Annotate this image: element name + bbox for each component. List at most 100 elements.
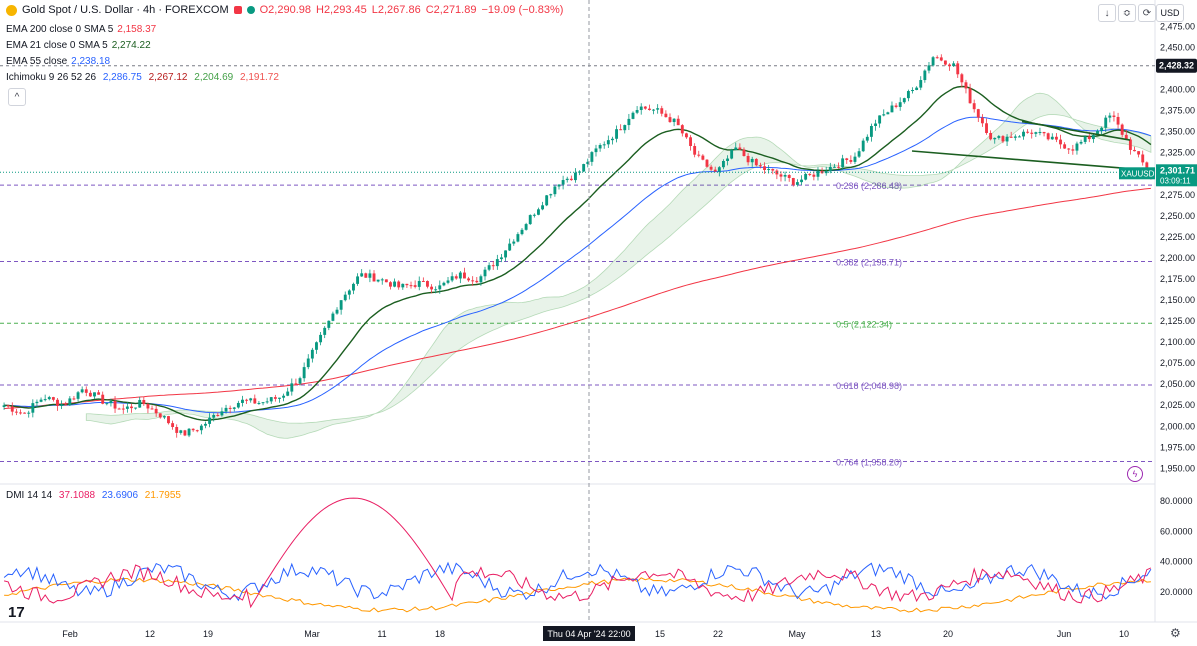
candle-body (1120, 124, 1124, 135)
candle-body (323, 327, 327, 335)
candle-body (890, 105, 894, 113)
candle-body (216, 414, 220, 416)
candle-body (993, 137, 997, 140)
currency-button[interactable]: USD (1156, 4, 1184, 22)
candle-body (1001, 136, 1005, 142)
candle-body (224, 407, 228, 412)
legend-ichimoku[interactable]: Ichimoku 9 26 52 26 2,286.75 2,267.12 2,… (6, 71, 283, 85)
x-tick-label: 10 (1119, 629, 1129, 639)
candle-body (767, 169, 771, 171)
symbol-header: Gold Spot / U.S. Dollar · 4h · FOREXCOM … (6, 4, 563, 16)
live-dot-icon (246, 6, 255, 14)
ema200-line (4, 187, 1151, 410)
ichimoku-v2: 2,267.12 (148, 72, 188, 83)
candle-body (154, 408, 158, 414)
candle-body (187, 428, 191, 436)
trendline-upper (1021, 120, 1131, 141)
candle-body (668, 117, 672, 123)
candle-body (639, 106, 643, 111)
candle-body (500, 257, 503, 260)
ichimoku-label: Ichimoku 9 26 52 26 (6, 72, 97, 83)
candle-body (586, 161, 590, 165)
candle-body (882, 114, 886, 116)
candle-body (47, 397, 51, 400)
ohlc-change: −19.09 (−0.83%) (481, 4, 564, 16)
candle-body (60, 404, 64, 406)
candle-body (43, 399, 47, 401)
collapse-legend-button[interactable]: ^ (8, 88, 26, 106)
candle-body (417, 280, 421, 287)
x-tick-label: Mar (304, 629, 320, 639)
candle-body (158, 413, 162, 418)
dmi-plus-line (3, 561, 1152, 602)
settings-icon[interactable]: ≎ (1118, 4, 1136, 22)
candle-body (228, 407, 232, 409)
candle-body (1005, 136, 1009, 142)
symbol-title[interactable]: Gold Spot / U.S. Dollar · 4h · FOREXCOM (22, 4, 229, 16)
candle-body (368, 273, 372, 278)
legend-ema200[interactable]: EMA 200 close 0 SMA 5 2,158.37 (6, 23, 160, 37)
legend-dmi[interactable]: DMI 14 14 37.1088 23.6906 21.7955 (6, 489, 185, 503)
legend-ema55[interactable]: EMA 55 close 2,238.18 (6, 55, 114, 69)
candle-body (730, 149, 734, 159)
candle-body (241, 399, 244, 403)
candle-body (430, 286, 434, 290)
candle-body (483, 269, 487, 277)
candle-body (105, 403, 109, 405)
candle-body (849, 160, 853, 162)
fib-level-label: 0.236 (2,286.48) (836, 181, 902, 191)
candle-body (88, 392, 92, 397)
candle-body (758, 165, 762, 167)
alert-icon[interactable]: ϟ (1127, 466, 1143, 482)
candle-body (939, 57, 943, 61)
y-tick-label: 2,375.00 (1160, 106, 1195, 116)
candle-body (664, 113, 668, 118)
candle-body (623, 125, 627, 131)
dmi-v1: 37.1088 (58, 490, 96, 501)
candle-body (138, 399, 142, 408)
candle-body (146, 404, 150, 409)
legend-ema21[interactable]: EMA 21 close 0 SMA 5 2,274.22 (6, 39, 155, 53)
candle-body (39, 399, 43, 402)
candle-body (1013, 136, 1017, 138)
candle-body (528, 215, 532, 225)
refresh-icon[interactable]: ⟳ (1138, 4, 1156, 22)
candle-body (1054, 136, 1058, 140)
candle-body (68, 398, 72, 406)
candle-body (426, 281, 429, 287)
candle-body (561, 180, 565, 185)
candle-body (409, 285, 413, 287)
candle-body (611, 138, 614, 141)
candle-body (360, 273, 364, 277)
candle-body (134, 407, 138, 409)
dmi-label: DMI 14 14 (6, 490, 53, 501)
dmi-v3: 21.7955 (144, 490, 181, 501)
arrow-down-icon[interactable]: ↓ (1098, 4, 1116, 22)
x-tick-label: 20 (943, 629, 953, 639)
candle-body (1059, 139, 1062, 145)
candle-body (442, 282, 446, 286)
candle-body (537, 209, 540, 215)
candle-body (261, 402, 265, 404)
candle-body (1022, 131, 1025, 137)
candle-body (898, 102, 902, 107)
candle-body (1075, 143, 1079, 151)
candle-body (282, 395, 286, 398)
candle-body (985, 123, 988, 133)
candle-body (31, 403, 35, 413)
candle-body (1026, 131, 1030, 133)
candle-body (167, 416, 170, 424)
candle-body (832, 166, 836, 168)
candle-body (721, 160, 725, 168)
candle-body (1017, 136, 1021, 138)
candle-body (693, 146, 697, 155)
candle-body (615, 129, 618, 139)
candle-body (968, 88, 972, 104)
candle-body (783, 175, 787, 177)
settings-gear-icon[interactable]: ⚙ (1170, 626, 1181, 640)
candle-body (689, 137, 692, 147)
candle-body (372, 273, 376, 282)
candle-body (471, 280, 475, 282)
